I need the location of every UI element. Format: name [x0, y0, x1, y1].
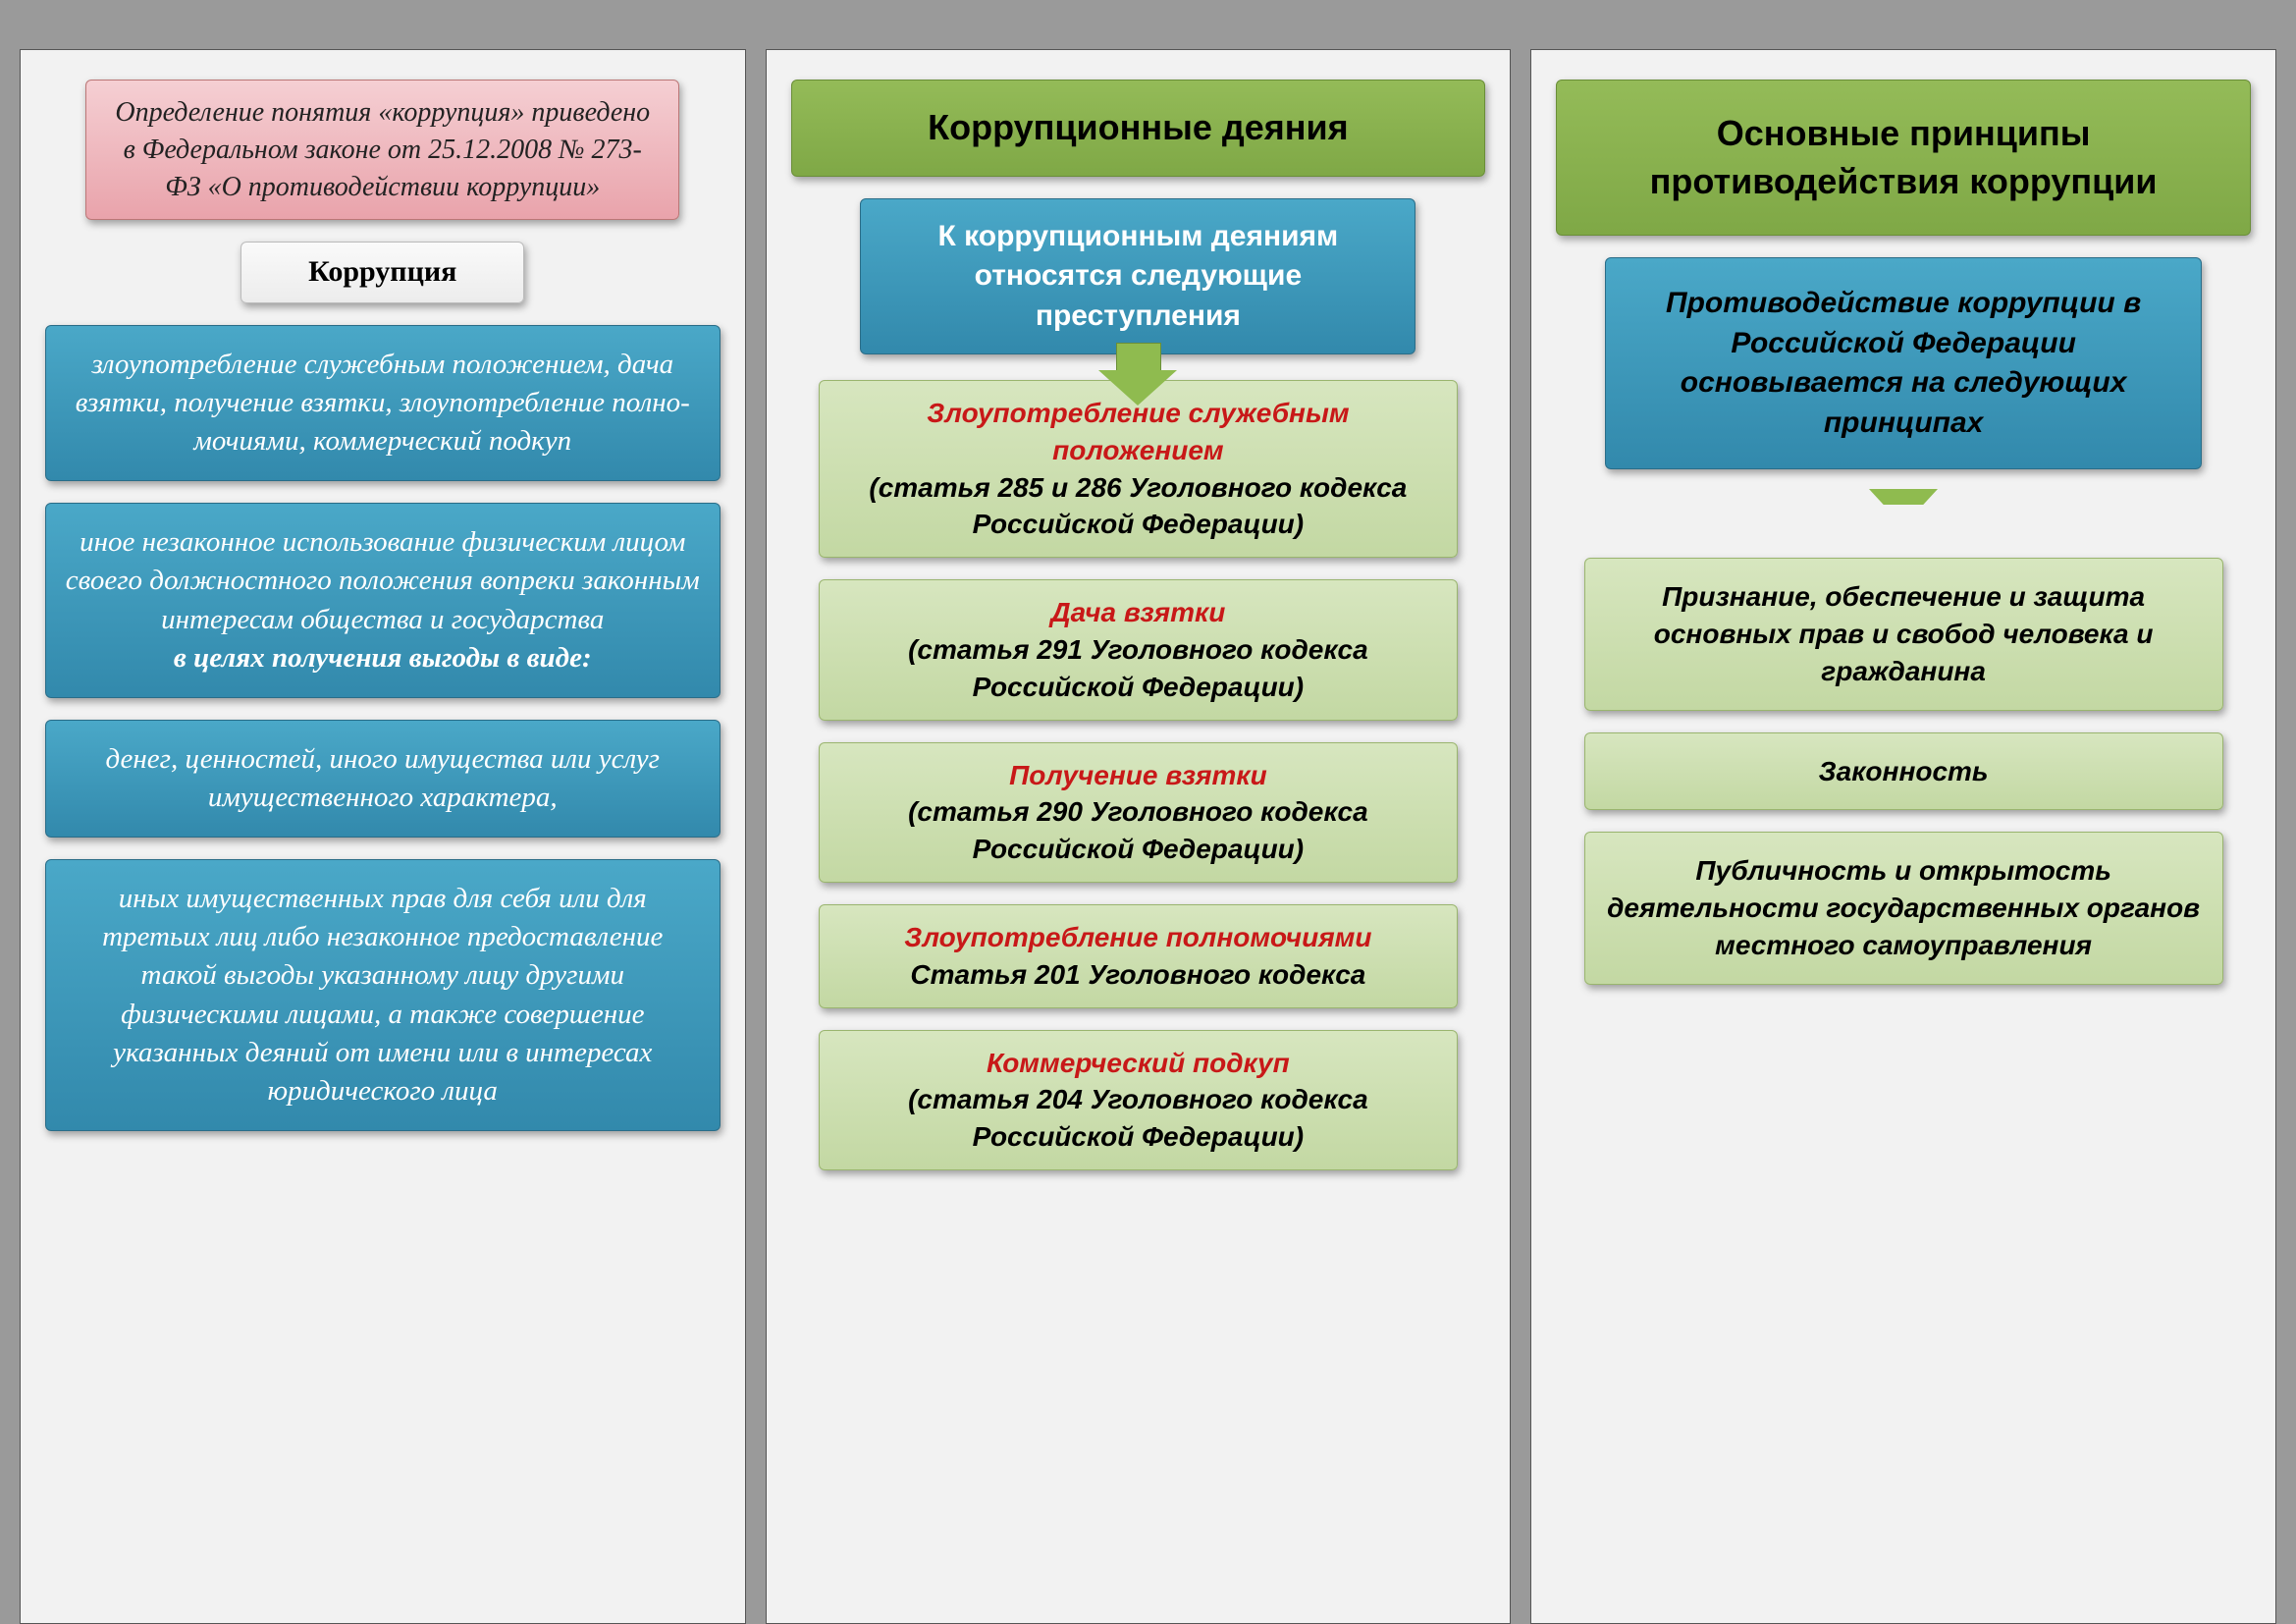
- act-0-title: Злоупотребление служебным положением: [839, 395, 1437, 469]
- intro-text: Определение понятия «коррупция» приведен…: [115, 97, 650, 202]
- b2-part-b: в целях получения выгоды в виде:: [174, 642, 592, 674]
- act-2-title: Получение взятки: [839, 757, 1437, 794]
- act-2-ref: (статья 290 Уголовного кодекса Российско…: [839, 793, 1437, 868]
- definition-b2: иное незаконное использование физическим…: [45, 503, 721, 698]
- principle-0: Признание, обеспечение и защита основных…: [1584, 558, 2223, 710]
- principles-sub-text: Противодействие коррупции в Российской Ф…: [1666, 287, 2141, 439]
- principles-subheader: Противодействие коррупции в Российской Ф…: [1605, 257, 2203, 469]
- act-item-4: Коммерческий подкуп (статья 204 Уголовно…: [819, 1030, 1458, 1170]
- principle-2: Публичность и открытость деятельности го…: [1584, 832, 2223, 984]
- act-item-1: Дача взятки (статья 291 Уголовного кодек…: [819, 579, 1458, 720]
- principles-header: Основные принципы противодействия корруп…: [1556, 80, 2251, 236]
- act-item-3: Злоупотребление полномочиями Статья 201 …: [819, 904, 1458, 1008]
- act-item-0: Злоупотребление служебным положением (ст…: [819, 380, 1458, 558]
- act-1-title: Дача взятки: [839, 594, 1437, 631]
- definition-b4: иных имущественных прав для себя или для…: [45, 859, 721, 1131]
- b2-part-a: иное незаконное использование физическим…: [66, 526, 700, 634]
- infographic-canvas: Определение понятия «коррупция» приведен…: [20, 49, 2276, 1624]
- act-4-title: Коммерческий подкуп: [839, 1045, 1437, 1082]
- intro-box: Определение понятия «коррупция» приведен…: [85, 80, 679, 220]
- act-3-ref: Статья 201 Уголовного кодекса: [839, 956, 1437, 994]
- acts-subheader: К коррупционным деяниям относятся следую…: [860, 198, 1415, 355]
- act-1-ref: (статья 291 Уголовного кодекса Российско…: [839, 631, 1437, 706]
- acts-header: Коррупционные деяния: [791, 80, 1486, 177]
- chevron-down-icon: [1869, 489, 1938, 542]
- act-0-ref: (статья 285 и 286 Уголовного кодекса Рос…: [839, 469, 1437, 544]
- column-acts: Коррупционные деяния К коррупционным дея…: [766, 49, 1512, 1624]
- definition-b3: денег, ценностей, иного имущества или ус…: [45, 720, 721, 838]
- act-3-title: Злоупотребление полномочиями: [839, 919, 1437, 956]
- act-item-2: Получение взятки (статья 290 Уголовного …: [819, 742, 1458, 883]
- column-definition: Определение понятия «коррупция» приведен…: [20, 49, 746, 1624]
- column-principles: Основные принципы противодействия корруп…: [1530, 49, 2276, 1624]
- principle-1: Законность: [1584, 732, 2223, 811]
- act-4-ref: (статья 204 Уголовного кодекса Российско…: [839, 1081, 1437, 1156]
- definition-b1: злоупотребление служебным положением, да…: [45, 325, 721, 481]
- corruption-title: Коррупция: [240, 242, 524, 303]
